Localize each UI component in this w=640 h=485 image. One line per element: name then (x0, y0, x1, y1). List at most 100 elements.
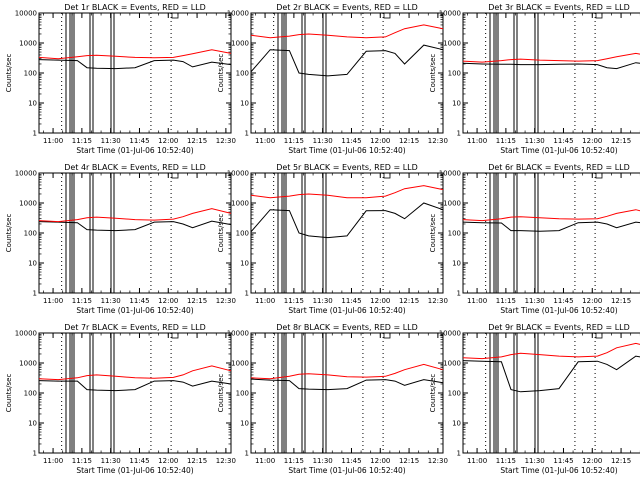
y-tick-label: 10 (452, 260, 461, 268)
data-gap-block (90, 333, 93, 453)
series-line-lld (251, 25, 443, 38)
flag-box-marker (172, 173, 178, 178)
series-line-events (39, 60, 231, 69)
x-tick-label: 11:15 (284, 297, 304, 305)
flag-box-marker (596, 333, 602, 338)
x-axis-label: Start Time (01-Jul-06 10:52:40) (288, 466, 405, 475)
y-tick-label: 10000 (439, 330, 461, 338)
y-tick-label: 100 (448, 70, 461, 78)
x-tick-label: 12:15 (187, 297, 207, 305)
x-tick-label: 11:00 (255, 457, 275, 465)
panel-title: Det 7r BLACK = Events, RED = LLD (64, 323, 206, 332)
y-tick-label: 1 (457, 290, 461, 298)
series-line-lld (39, 366, 231, 380)
plot-frame (251, 173, 443, 293)
data-gap-block (490, 333, 494, 453)
x-tick-label: 11:15 (284, 137, 304, 145)
x-tick-label: 12:00 (370, 137, 390, 145)
x-tick-label: 11:15 (284, 457, 304, 465)
y-tick-label: 10000 (227, 10, 249, 18)
x-tick-label: 12:30 (428, 297, 448, 305)
y-axis-label: Counts/sec (217, 214, 225, 253)
plot-frame (39, 333, 231, 453)
x-tick-label: 11:00 (255, 137, 275, 145)
x-tick-label: 11:30 (525, 457, 545, 465)
data-gap-block (490, 13, 494, 133)
y-tick-label: 100 (24, 230, 37, 238)
x-tick-label: 11:30 (313, 137, 333, 145)
panel-title: Det 6r BLACK = Events, RED = LLD (488, 163, 630, 172)
x-tick-label: 11:45 (553, 137, 573, 145)
x-tick-label: 12:00 (582, 137, 602, 145)
y-axis-label: Counts/sec (5, 54, 13, 93)
y-tick-label: 100 (236, 390, 249, 398)
panel-det-9: Det 9r BLACK = Events, RED = LLDCounts/s… (429, 323, 640, 475)
data-gap-block (72, 13, 74, 133)
y-tick-label: 1 (245, 130, 249, 138)
y-tick-label: 1000 (443, 200, 461, 208)
panel-det-3: Det 3r BLACK = Events, RED = LLDCounts/s… (429, 3, 640, 155)
x-tick-label: 11:00 (255, 297, 275, 305)
x-tick-label: 11:30 (525, 137, 545, 145)
data-gap-block (323, 333, 326, 453)
x-tick-label: 12:15 (187, 457, 207, 465)
x-tick-label: 12:15 (187, 137, 207, 145)
y-tick-label: 10000 (15, 170, 37, 178)
x-tick-label: 11:00 (43, 457, 63, 465)
x-tick-label: 11:00 (467, 137, 487, 145)
data-gap-block (278, 333, 282, 453)
panel-title: Det 1r BLACK = Events, RED = LLD (64, 3, 206, 12)
y-tick-label: 1000 (231, 40, 249, 48)
panel-title: Det 3r BLACK = Events, RED = LLD (488, 3, 630, 12)
x-tick-label: 11:45 (129, 457, 149, 465)
data-gap-block (278, 13, 282, 133)
y-tick-label: 10000 (227, 330, 249, 338)
y-tick-label: 10000 (15, 10, 37, 18)
data-gap-block (514, 13, 517, 133)
x-axis-label: Start Time (01-Jul-06 10:52:40) (76, 146, 193, 155)
y-tick-label: 1 (33, 450, 37, 458)
y-tick-label: 100 (236, 230, 249, 238)
y-tick-label: 10 (452, 420, 461, 428)
flag-box-marker (596, 173, 602, 178)
y-tick-label: 1000 (231, 200, 249, 208)
data-gap-block (284, 13, 286, 133)
y-tick-label: 10 (240, 260, 249, 268)
data-gap-block (66, 173, 70, 293)
y-axis-label: Counts/sec (217, 374, 225, 413)
x-tick-label: 12:00 (158, 297, 178, 305)
x-axis-label: Start Time (01-Jul-06 10:52:40) (288, 146, 405, 155)
x-tick-label: 11:30 (525, 297, 545, 305)
series-line-events (251, 203, 443, 238)
data-gap-block (514, 173, 517, 293)
series-line-events (251, 379, 443, 390)
x-tick-label: 11:45 (129, 137, 149, 145)
series-line-events (39, 221, 231, 231)
x-axis-label: Start Time (01-Jul-06 10:52:40) (288, 306, 405, 315)
x-tick-label: 12:30 (216, 137, 236, 145)
data-gap-block (496, 333, 498, 453)
panel-title: Det 5r BLACK = Events, RED = LLD (276, 163, 418, 172)
x-tick-label: 11:45 (553, 297, 573, 305)
data-gap-block (535, 13, 538, 133)
y-tick-label: 1 (33, 290, 37, 298)
y-tick-label: 1000 (19, 40, 37, 48)
x-tick-label: 12:30 (216, 297, 236, 305)
panel-title: Det 8r BLACK = Events, RED = LLD (276, 323, 418, 332)
data-gap-block (323, 173, 326, 293)
y-tick-label: 100 (448, 390, 461, 398)
y-axis-label: Counts/sec (429, 374, 437, 413)
y-tick-label: 1000 (19, 360, 37, 368)
panel-det-8: Det 8r BLACK = Events, RED = LLD Counts/s… (217, 323, 448, 475)
series-line-lld (39, 50, 231, 59)
data-gap-block (284, 333, 286, 453)
data-gap-block (496, 173, 498, 293)
x-tick-label: 11:15 (496, 457, 516, 465)
x-tick-label: 11:00 (467, 297, 487, 305)
plot-frame (39, 173, 231, 293)
x-axis-label: Start Time (01-Jul-06 10:52:40) (76, 306, 193, 315)
data-gap-block (302, 333, 305, 453)
panel-det-2: Det 2r BLACK = Events, RED = LLDCounts/s… (217, 3, 448, 155)
panel-det-7: Det 7r BLACK = Events, RED = LLD Counts/s… (5, 323, 236, 475)
x-tick-label: 11:15 (72, 137, 92, 145)
